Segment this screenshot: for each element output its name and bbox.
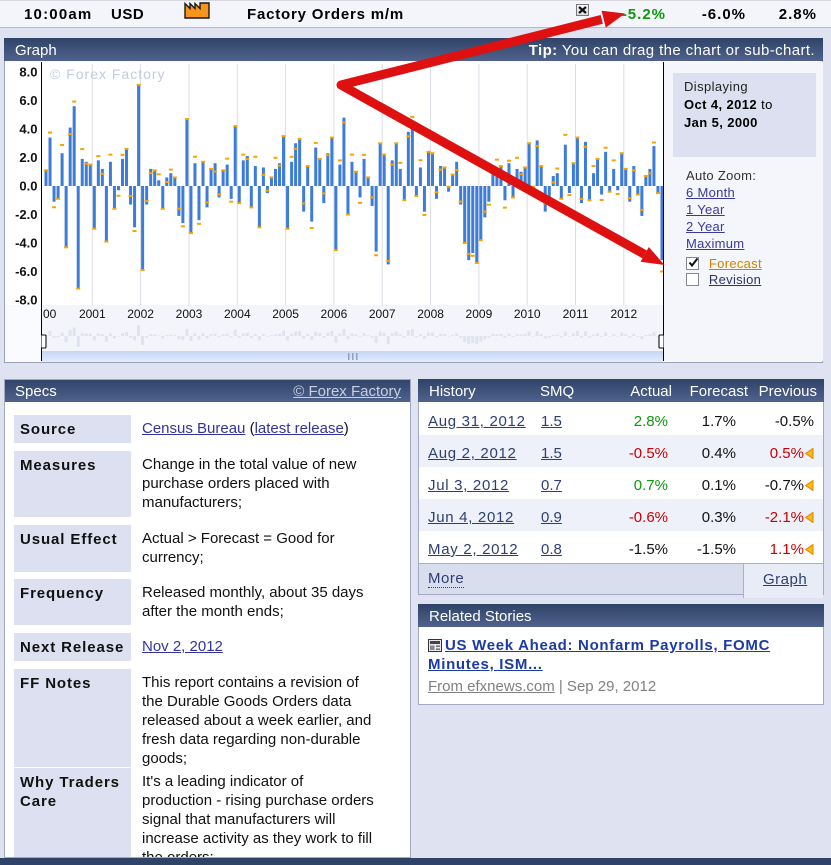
svg-text:2004: 2004: [224, 307, 251, 321]
svg-text:00: 00: [43, 307, 57, 321]
svg-text:2007: 2007: [369, 307, 396, 321]
svg-text:4.0: 4.0: [19, 122, 37, 137]
svg-text:6.0: 6.0: [19, 93, 37, 108]
svg-text:2008: 2008: [417, 307, 444, 321]
svg-text:2006: 2006: [321, 307, 348, 321]
svg-text:2001: 2001: [79, 307, 106, 321]
svg-text:-2.0: -2.0: [15, 207, 37, 222]
svg-text:© Forex Factory: © Forex Factory: [50, 66, 166, 82]
svg-text:-8.0: -8.0: [15, 293, 37, 308]
svg-text:2002: 2002: [127, 307, 154, 321]
svg-text:2009: 2009: [466, 307, 493, 321]
svg-text:0.0: 0.0: [19, 179, 37, 194]
svg-text:-6.0: -6.0: [15, 264, 37, 279]
svg-text:2005: 2005: [272, 307, 299, 321]
svg-text:2011: 2011: [563, 307, 589, 321]
svg-text:2.0: 2.0: [19, 150, 37, 165]
svg-text:-4.0: -4.0: [15, 236, 37, 251]
svg-text:2012: 2012: [610, 307, 637, 321]
svg-text:2010: 2010: [514, 307, 541, 321]
svg-text:2003: 2003: [176, 307, 203, 321]
svg-text:8.0: 8.0: [19, 65, 37, 80]
